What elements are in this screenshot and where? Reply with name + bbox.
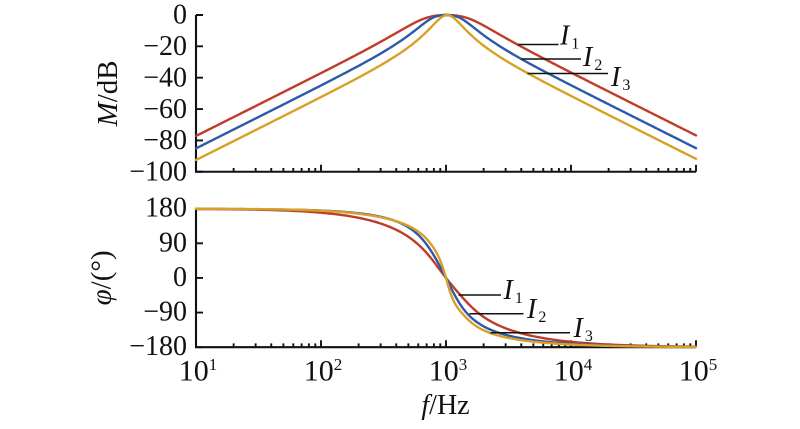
svg-text:−60: −60	[143, 94, 187, 125]
svg-text:M/dB: M/dB	[92, 60, 124, 127]
svg-text:180: 180	[145, 193, 187, 224]
svg-text:φ/(°): φ/(°)	[85, 250, 117, 305]
svg-text:−180: −180	[129, 331, 187, 362]
svg-text:−40: −40	[143, 62, 187, 93]
svg-text:90: 90	[159, 227, 187, 258]
svg-text:−20: −20	[143, 31, 187, 62]
svg-text:−100: −100	[129, 156, 187, 187]
svg-text:−80: −80	[143, 125, 187, 156]
svg-text:105: 105	[679, 355, 718, 388]
svg-text:0: 0	[173, 0, 187, 31]
svg-text:−90: −90	[143, 297, 187, 328]
svg-text:f/Hz: f/Hz	[421, 390, 469, 421]
svg-text:0: 0	[173, 262, 187, 293]
